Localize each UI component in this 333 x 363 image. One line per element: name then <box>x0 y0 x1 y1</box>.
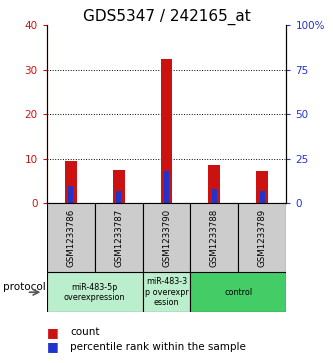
Text: count: count <box>70 327 100 337</box>
Bar <box>143 203 190 272</box>
Text: ■: ■ <box>47 326 58 339</box>
Text: ■: ■ <box>47 340 58 353</box>
Bar <box>47 203 95 272</box>
Bar <box>68 186 73 203</box>
Bar <box>164 171 169 203</box>
Bar <box>208 166 220 203</box>
Text: GSM1233790: GSM1233790 <box>162 209 171 267</box>
Bar <box>212 189 217 203</box>
Text: miR-483-3
p overexpr
ession: miR-483-3 p overexpr ession <box>145 277 188 307</box>
Bar <box>256 171 268 203</box>
Title: GDS5347 / 242165_at: GDS5347 / 242165_at <box>83 9 250 25</box>
Text: control: control <box>224 288 252 297</box>
Bar <box>190 272 286 312</box>
Text: miR-483-5p
overexpression: miR-483-5p overexpression <box>64 282 125 302</box>
Bar <box>65 161 77 203</box>
Bar <box>238 203 286 272</box>
Bar <box>161 59 172 203</box>
Text: GSM1233787: GSM1233787 <box>114 209 123 267</box>
Bar <box>95 203 143 272</box>
Bar <box>190 203 238 272</box>
Text: percentile rank within the sample: percentile rank within the sample <box>70 342 246 352</box>
Bar <box>116 191 121 203</box>
Bar <box>113 170 125 203</box>
Bar <box>47 272 143 312</box>
Bar <box>143 272 190 312</box>
Text: GSM1233789: GSM1233789 <box>258 209 267 267</box>
Text: GSM1233786: GSM1233786 <box>66 209 75 267</box>
Text: protocol: protocol <box>3 282 46 292</box>
Text: GSM1233788: GSM1233788 <box>210 209 219 267</box>
Bar <box>260 191 265 203</box>
